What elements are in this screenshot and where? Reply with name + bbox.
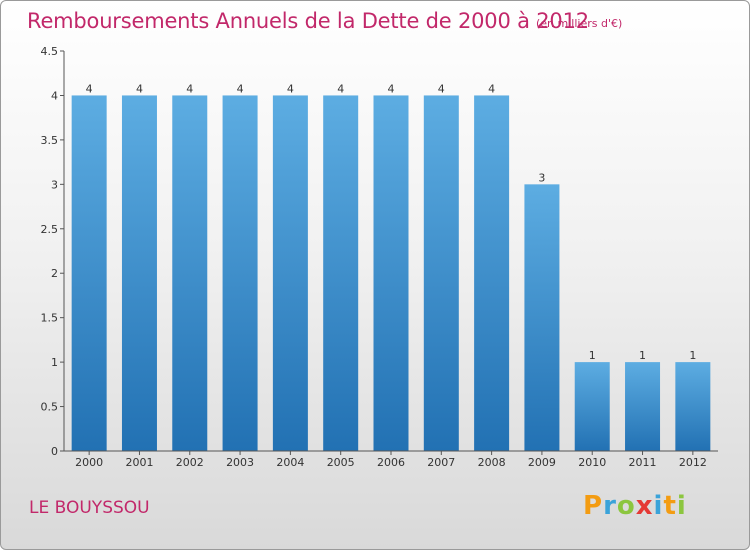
data-label-2007: 4 bbox=[438, 82, 445, 95]
bar-2012 bbox=[675, 362, 711, 451]
bar-2008 bbox=[474, 95, 510, 451]
bar-2011 bbox=[625, 362, 661, 451]
y-tick-label: 3.5 bbox=[41, 134, 59, 147]
bar-2006 bbox=[373, 95, 409, 451]
data-label-2000: 4 bbox=[86, 82, 93, 95]
data-label-2004: 4 bbox=[287, 82, 294, 95]
data-label-2005: 4 bbox=[337, 82, 344, 95]
x-tick-label-2010: 2010 bbox=[578, 456, 606, 469]
x-tick-label-2001: 2001 bbox=[125, 456, 153, 469]
bar-2002 bbox=[172, 95, 208, 451]
bar-2005 bbox=[323, 95, 359, 451]
y-tick-label: 1 bbox=[51, 356, 58, 369]
x-tick-label-2002: 2002 bbox=[176, 456, 204, 469]
bar-2004 bbox=[272, 95, 308, 451]
bar-2001 bbox=[121, 95, 157, 451]
x-tick-label-2011: 2011 bbox=[629, 456, 657, 469]
y-tick-label: 2.5 bbox=[41, 223, 59, 236]
chart-title: Remboursements Annuels de la Dette de 20… bbox=[27, 9, 589, 33]
bar-2009 bbox=[524, 184, 560, 452]
x-tick-label-2006: 2006 bbox=[377, 456, 405, 469]
chart-unit: (en milliers d'€) bbox=[536, 17, 623, 30]
y-tick-label: 3 bbox=[51, 178, 58, 191]
y-tick-label: 4.5 bbox=[41, 45, 59, 58]
x-tick-label-2000: 2000 bbox=[75, 456, 103, 469]
y-tick-label: 0.5 bbox=[41, 401, 59, 414]
y-tick-label: 4 bbox=[51, 89, 58, 102]
x-tick-label-2003: 2003 bbox=[226, 456, 254, 469]
bar-2007 bbox=[423, 95, 459, 451]
data-label-2003: 4 bbox=[237, 82, 244, 95]
data-label-2006: 4 bbox=[388, 82, 395, 95]
bar-2003 bbox=[222, 95, 258, 451]
x-tick-label-2004: 2004 bbox=[276, 456, 304, 469]
y-tick-label: 1.5 bbox=[41, 312, 59, 325]
data-label-2009: 3 bbox=[538, 171, 545, 184]
data-label-2011: 1 bbox=[639, 349, 646, 362]
x-tick-label-2005: 2005 bbox=[327, 456, 355, 469]
data-label-2001: 4 bbox=[136, 82, 143, 95]
data-label-2010: 1 bbox=[589, 349, 596, 362]
data-label-2008: 4 bbox=[488, 82, 495, 95]
bar-2000 bbox=[71, 95, 107, 451]
proxiti-logo: Proxiti bbox=[583, 491, 687, 521]
x-tick-label-2007: 2007 bbox=[427, 456, 455, 469]
y-tick-label: 2 bbox=[51, 267, 58, 280]
bar-2010 bbox=[574, 362, 610, 451]
data-label-2012: 1 bbox=[689, 349, 696, 362]
y-tick-label: 0 bbox=[51, 445, 58, 458]
x-tick-label-2009: 2009 bbox=[528, 456, 556, 469]
x-tick-label-2012: 2012 bbox=[679, 456, 707, 469]
x-tick-label-2008: 2008 bbox=[478, 456, 506, 469]
commune-name: LE BOUYSSOU bbox=[29, 498, 150, 518]
data-label-2002: 4 bbox=[186, 82, 193, 95]
